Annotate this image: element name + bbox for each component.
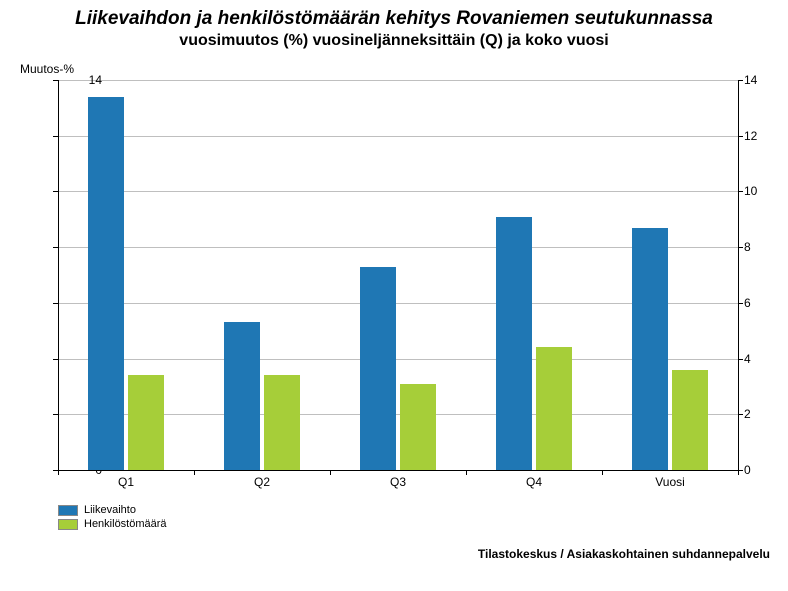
x-tick-label: Q3 [390,475,406,489]
bar-henkilöstömäärä-vuosi [672,370,708,470]
tick-mark [466,470,467,475]
y-tick-label-right: 2 [744,407,751,421]
tick-mark [330,470,331,475]
legend-swatch [58,519,78,530]
tick-mark [58,470,59,475]
bar-henkilöstömäärä-q3 [400,384,436,470]
bar-henkilöstömäärä-q4 [536,347,572,470]
x-tick-label: Q4 [526,475,542,489]
right-axis [738,80,739,470]
legend-item: Liikevaihto [58,504,167,516]
tick-mark [194,470,195,475]
y-tick-label-right: 0 [744,463,751,477]
legend: Liikevaihto Henkilöstömäärä [58,504,167,532]
x-tick-label: Vuosi [655,475,685,489]
bar-henkilöstömäärä-q2 [264,375,300,470]
legend-swatch [58,505,78,516]
y-tick-label-right: 12 [744,129,757,143]
baseline [58,470,738,471]
source-attribution: Tilastokeskus / Asiakaskohtainen suhdann… [478,547,770,561]
tick-mark [602,470,603,475]
chart-plot-area [58,80,738,470]
chart-subtitle: vuosimuutos (%) vuosineljänneksittäin (Q… [0,32,788,50]
bar-liikevaihto-q4 [496,217,532,471]
y-tick-label-right: 8 [744,240,751,254]
bar-liikevaihto-q1 [88,97,124,470]
legend-item: Henkilöstömäärä [58,518,167,530]
bar-liikevaihto-q2 [224,322,260,470]
legend-label: Henkilöstömäärä [84,518,167,530]
bar-liikevaihto-vuosi [632,228,668,470]
x-tick-label: Q2 [254,475,270,489]
tick-mark [738,470,739,475]
bar-henkilöstömäärä-q1 [128,375,164,470]
y-tick-label-right: 4 [744,352,751,366]
legend-label: Liikevaihto [84,504,136,516]
x-tick-label: Q1 [118,475,134,489]
chart-title: Liikevaihdon ja henkilöstömäärän kehitys… [0,8,788,30]
y-tick-label-right: 10 [744,184,757,198]
y-tick-label-right: 6 [744,296,751,310]
y-tick-label-right: 14 [744,73,757,87]
bar-liikevaihto-q3 [360,267,396,470]
